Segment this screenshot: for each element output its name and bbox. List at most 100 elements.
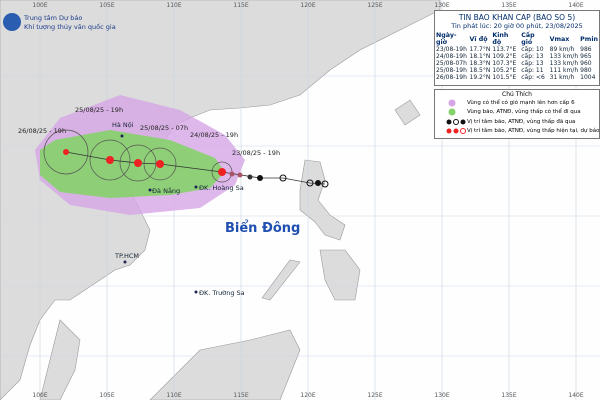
- borneo: [149, 329, 301, 400]
- bulletin-subtitle: Tin phát lúc: 20 giờ 00 phút, 23/08/2025: [451, 22, 583, 30]
- legend-symbol: [446, 128, 466, 135]
- forecast-table: Ngày-giờ Vĩ độ Kinh độ Cấp gió Vmax Pmin 23/08…: [435, 32, 599, 81]
- forecast-row: 24/08-19h 18.1°N 109.2°E cấp: 13 133 km/h 965: [435, 53, 599, 60]
- cell: 18.5°N: [469, 67, 491, 74]
- lon-label: 120E: [300, 2, 315, 9]
- cell: cấp: <6: [521, 74, 545, 81]
- cell: 26/08-19h: [436, 74, 467, 81]
- place-label: ĐK. Trường Sa: [199, 289, 245, 297]
- cell: cấp: 13: [521, 60, 544, 67]
- lon-label: 115E: [233, 392, 248, 399]
- lon-label: 125E: [367, 392, 382, 399]
- cell: 25/08-07h: [436, 60, 467, 67]
- legend-text: Vùng có thể có gió mạnh lên hơn cấp 6: [467, 99, 575, 106]
- lon-label: 130E: [434, 392, 449, 399]
- lon-label: 120E: [300, 392, 315, 399]
- track-label: 25/08/25 - 07h: [140, 124, 188, 132]
- bulletin-panel: TIN BAO KHAN CAP (BAO SO 5) Tin phát lúc…: [434, 10, 600, 86]
- cell: 19.2°N: [469, 74, 491, 81]
- legend: Chú Thích Vùng có thể có gió mạnh lên hơ…: [434, 89, 600, 139]
- legend-symbol: [448, 108, 456, 116]
- cell: cấp: 11: [521, 67, 544, 74]
- forecast-row: 26/08-19h 19.2°N 101.5°E cấp: <6 31 km/h 1004: [435, 74, 599, 81]
- cell: 986: [580, 46, 592, 53]
- forecast-circles: [43, 129, 233, 183]
- column-header: Kinh độ: [492, 32, 509, 46]
- cell: 133 km/h: [549, 53, 579, 60]
- track-label: 23/08/25 - 19h: [232, 149, 280, 157]
- column-header: Vĩ độ: [469, 35, 488, 43]
- agency-name: Trung tâm Dự báo: [23, 14, 82, 22]
- place-label: ĐK. Hoàng Sa: [199, 184, 244, 192]
- cell: 133 km/h: [549, 60, 579, 67]
- legend-item: Vị trí tâm bão, ATNĐ, vùng thấp hiện tại…: [435, 127, 600, 137]
- legend-text: Vùng bão, ATNĐ, vùng thấp có thể đi qua: [467, 109, 581, 116]
- cell: 107.3°E: [492, 60, 517, 67]
- lon-label: 135E: [501, 392, 516, 399]
- cell: cấp: 10: [521, 46, 544, 53]
- lon-label: 125E: [367, 2, 382, 9]
- lon-label: 130E: [434, 2, 449, 9]
- legend-title: Chú Thích: [502, 91, 532, 98]
- cell: 109.2°E: [492, 53, 517, 60]
- track-label: 24/08/25 - 19h: [190, 131, 238, 139]
- lon-label: 105E: [99, 2, 114, 9]
- place-label: Đà Nẵng: [152, 186, 180, 195]
- track-cone: [40, 130, 225, 198]
- lon-label: 135E: [501, 2, 516, 9]
- lon-label: 100E: [32, 2, 47, 9]
- cell: cấp: 13: [521, 53, 544, 60]
- legend-text: Vị trí tâm bão, ATNĐ, vùng thấp đã qua: [467, 118, 576, 125]
- cell: 960: [580, 60, 592, 67]
- column-header: Pmin: [580, 35, 598, 43]
- lon-label: 140E: [568, 2, 583, 9]
- forecast-row: 25/08-07h 18.3°N 107.3°E cấp: 13 133 km/h 960: [435, 60, 599, 67]
- cell: 23/08-19h: [436, 46, 467, 53]
- logo: [3, 13, 21, 31]
- cell: 105.2°E: [492, 67, 517, 74]
- storm-symbols: [63, 149, 329, 188]
- track-label: 26/08/25 - 19h: [18, 127, 66, 135]
- cell: 89 km/h: [549, 46, 575, 53]
- peninsula: [39, 319, 81, 400]
- cell: 17.7°N: [469, 46, 491, 53]
- cell: 980: [580, 67, 592, 74]
- legend-text: Vị trí tâm bão, ATNĐ, vùng thấp hiện tại…: [467, 128, 600, 135]
- cell: 1004: [580, 74, 596, 81]
- place-label: TP.HCM: [114, 252, 139, 260]
- cell: 25/08-19h: [436, 67, 467, 74]
- cell: 18.3°N: [469, 60, 491, 67]
- philippines-south: [261, 249, 361, 301]
- cell: 965: [580, 53, 592, 60]
- cell: 18.1°N: [469, 53, 491, 60]
- sea-label: Biển Đông: [225, 220, 300, 236]
- legend-item: Vùng có thể có gió mạnh lên hơn cấp 6: [435, 98, 599, 108]
- lon-label: 115E: [233, 2, 248, 9]
- taiwan: [394, 99, 421, 126]
- lon-label: 110E: [166, 2, 181, 9]
- cell: 111 km/h: [549, 67, 579, 74]
- legend-item: Vùng bão, ATNĐ, vùng thấp có thể đi qua: [435, 108, 599, 118]
- forecast-row: 25/08-19h 18.5°N 105.2°E cấp: 11 111 km/h 980: [435, 67, 599, 74]
- forecast-row: 23/08-19h 17.7°N 113.7°E cấp: 10 89 km/h 986: [435, 46, 599, 53]
- cell: 113.7°E: [492, 46, 517, 53]
- legend-item: Vị trí tâm bão, ATNĐ, vùng thấp đã qua: [435, 117, 599, 127]
- legend-symbol: [448, 99, 456, 107]
- cell: 24/08-19h: [436, 53, 467, 60]
- cell: 31 km/h: [549, 74, 575, 81]
- place-label: Hà Nội: [112, 121, 134, 129]
- column-header: Ngày-giờ: [436, 32, 457, 46]
- cell: 101.5°E: [492, 74, 517, 81]
- agency-name: Khí tượng thủy văn quốc gia: [24, 23, 116, 31]
- bulletin-title: TIN BAO KHAN CAP (BAO SO 5): [458, 13, 576, 22]
- lon-label: 100E: [32, 392, 47, 399]
- place-dots: [120, 134, 198, 294]
- lon-label: 105E: [99, 392, 114, 399]
- lon-label: 140E: [568, 392, 583, 399]
- track-label: 25/08/25 - 19h: [75, 106, 123, 114]
- column-header: Cấp gió: [521, 32, 535, 46]
- column-header: Vmax: [549, 35, 570, 43]
- lon-label: 110E: [166, 392, 181, 399]
- legend-symbol: [446, 118, 466, 125]
